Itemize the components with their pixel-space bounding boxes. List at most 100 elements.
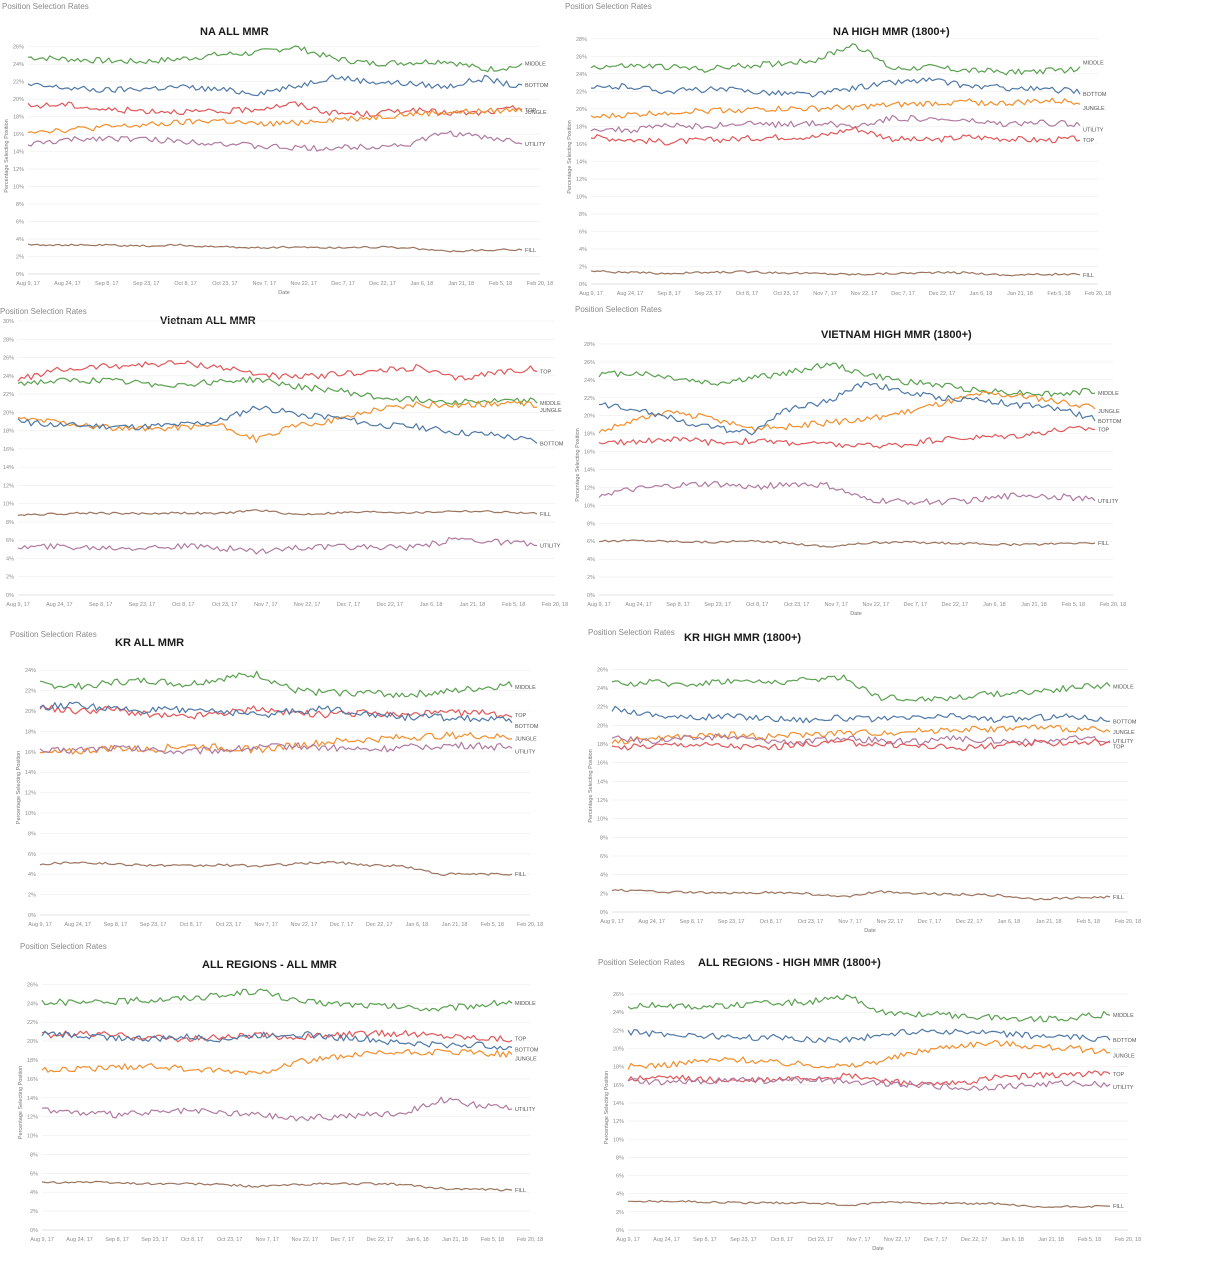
- x-tick-label: Feb 5, 18: [502, 602, 525, 608]
- x-tick-label: Dec 7, 17: [331, 1237, 355, 1243]
- y-tick-label: 24%: [27, 1001, 38, 1007]
- y-tick-label: 10%: [27, 1134, 38, 1140]
- chart-title: NA ALL MMR: [200, 26, 269, 38]
- series-line-bottom: [627, 1028, 1111, 1043]
- y-tick-label: 10%: [13, 185, 24, 191]
- series-line-bottom: [611, 705, 1110, 724]
- series-label-utility: UTILITY: [515, 749, 536, 755]
- x-tick-label: Nov 7, 17: [824, 602, 848, 608]
- y-tick-label: 8%: [600, 835, 608, 841]
- y-tick-label: 20%: [597, 723, 608, 729]
- series-label-utility: UTILITY: [1098, 499, 1119, 505]
- x-tick-label: Jan 6, 18: [1001, 1237, 1024, 1243]
- x-tick-label: Nov 22, 17: [884, 1237, 911, 1243]
- y-tick-label: 12%: [576, 177, 587, 183]
- x-tick-label: Nov 7, 17: [254, 922, 278, 928]
- x-tick-label: Feb 20, 18: [1085, 291, 1111, 297]
- x-tick-label: Jan 6, 18: [998, 919, 1021, 925]
- x-tick-label: Feb 20, 18: [1115, 919, 1141, 925]
- series-label-jungle: JUNGLE: [1098, 409, 1120, 415]
- chart-header: Position Selection Rates: [575, 305, 662, 314]
- x-tick-label: Feb 20, 18: [1100, 602, 1126, 608]
- y-tick-label: 10%: [597, 817, 608, 823]
- series-line-utility: [627, 1076, 1111, 1091]
- series-line-top: [41, 1029, 513, 1043]
- line-chart: 0% 2% 4% 6% 8% 10% 12% 14% 16% 18% 20% 22% 24% 26% 28%…: [3, 319, 568, 608]
- y-tick-label: 14%: [584, 467, 595, 473]
- y-tick-label: 2%: [579, 264, 587, 270]
- y-tick-label: 0%: [600, 910, 608, 916]
- y-axis-label: Percentage Selecting Position: [588, 749, 594, 822]
- series-label-top: TOP: [515, 1036, 527, 1042]
- x-tick-label: Aug 24, 17: [638, 919, 665, 925]
- x-tick-label: Oct 23, 17: [216, 922, 241, 928]
- series-label-bottom: BOTTOM: [1098, 419, 1122, 425]
- x-tick-label: Nov 7, 17: [813, 291, 837, 297]
- series-line-fill: [590, 270, 1081, 277]
- y-tick-label: 24%: [597, 686, 608, 692]
- y-tick-label: 14%: [597, 779, 608, 785]
- y-tick-label: 14%: [27, 1096, 38, 1102]
- y-tick-label: 28%: [584, 342, 595, 348]
- x-tick-label: Aug 24, 17: [653, 1237, 680, 1243]
- y-tick-label: 0%: [579, 282, 587, 288]
- y-tick-label: 26%: [613, 992, 624, 998]
- y-tick-label: 28%: [576, 37, 587, 43]
- series-label-utility: UTILITY: [525, 142, 546, 148]
- y-tick-label: 6%: [30, 1171, 38, 1177]
- y-tick-label: 4%: [30, 1190, 38, 1196]
- x-tick-label: Jan 21, 18: [1036, 919, 1062, 925]
- x-tick-label: Sep 23, 17: [718, 919, 745, 925]
- x-tick-label: Aug 9, 17: [28, 922, 52, 928]
- x-tick-label: Dec 22, 17: [376, 602, 403, 608]
- x-tick-label: Oct 8, 17: [180, 922, 202, 928]
- y-tick-label: 20%: [25, 709, 36, 715]
- x-tick-label: Jan 21, 18: [442, 1237, 468, 1243]
- x-tick-label: Aug 24, 17: [66, 1237, 93, 1243]
- y-tick-label: 0%: [28, 913, 36, 919]
- chart-title: ALL REGIONS - HIGH MMR (1800+): [698, 957, 881, 969]
- y-tick-label: 2%: [600, 891, 608, 897]
- x-tick-label: Jan 6, 18: [983, 602, 1006, 608]
- y-tick-label: 20%: [13, 97, 24, 103]
- x-tick-label: Sep 23, 17: [140, 922, 167, 928]
- series-label-fill: FILL: [515, 872, 526, 878]
- x-tick-label: Oct 8, 17: [736, 291, 758, 297]
- y-tick-label: 26%: [27, 982, 38, 988]
- y-tick-label: 24%: [3, 374, 14, 380]
- series-label-jungle: JUNGLE: [515, 737, 537, 743]
- series-label-bottom: BOTTOM: [1113, 1038, 1137, 1044]
- x-tick-label: Jan 6, 18: [411, 281, 434, 287]
- x-tick-label: Jan 21, 18: [1007, 291, 1033, 297]
- y-tick-label: 8%: [16, 202, 24, 208]
- chart-title: KR HIGH MMR (1800+): [684, 632, 802, 644]
- y-tick-label: 4%: [6, 556, 14, 562]
- x-tick-label: Jan 21, 18: [460, 602, 486, 608]
- chart-panel: Position Selection Rates Vietnam ALL MMR 0…: [0, 305, 600, 610]
- y-tick-label: 14%: [576, 159, 587, 165]
- series-line-utility: [27, 130, 523, 152]
- y-tick-label: 24%: [13, 62, 24, 68]
- chart-panel: Position Selection Rates VIETNAM HIGH MMR…: [573, 305, 1205, 617]
- x-tick-label: Dec 7, 17: [330, 922, 354, 928]
- series-label-bottom: BOTTOM: [515, 1047, 539, 1053]
- series-line-utility: [598, 480, 1096, 506]
- x-tick-label: Feb 20, 18: [527, 281, 553, 287]
- x-tick-label: Feb 5, 18: [1062, 602, 1085, 608]
- chart-header: Position Selection Rates: [588, 628, 675, 637]
- series-line-jungle: [17, 400, 538, 443]
- y-tick-label: 10%: [613, 1137, 624, 1143]
- y-tick-label: 16%: [584, 450, 595, 456]
- series-label-top: TOP: [1113, 744, 1125, 750]
- y-tick-label: 26%: [584, 360, 595, 366]
- chart-header: Position Selection Rates: [10, 630, 97, 639]
- series-label-top: TOP: [515, 713, 527, 719]
- series-line-middle: [598, 362, 1096, 397]
- x-axis-label: Date: [872, 1246, 884, 1252]
- x-tick-label: Oct 8, 17: [746, 602, 768, 608]
- series-line-fill: [628, 1199, 1110, 1208]
- x-axis-label: Date: [864, 928, 876, 934]
- chart-panel: Position Selection Rates KR ALL MMR 0% 2% 4%…: [0, 625, 600, 930]
- y-tick-label: 24%: [576, 72, 587, 78]
- y-tick-label: 18%: [27, 1058, 38, 1064]
